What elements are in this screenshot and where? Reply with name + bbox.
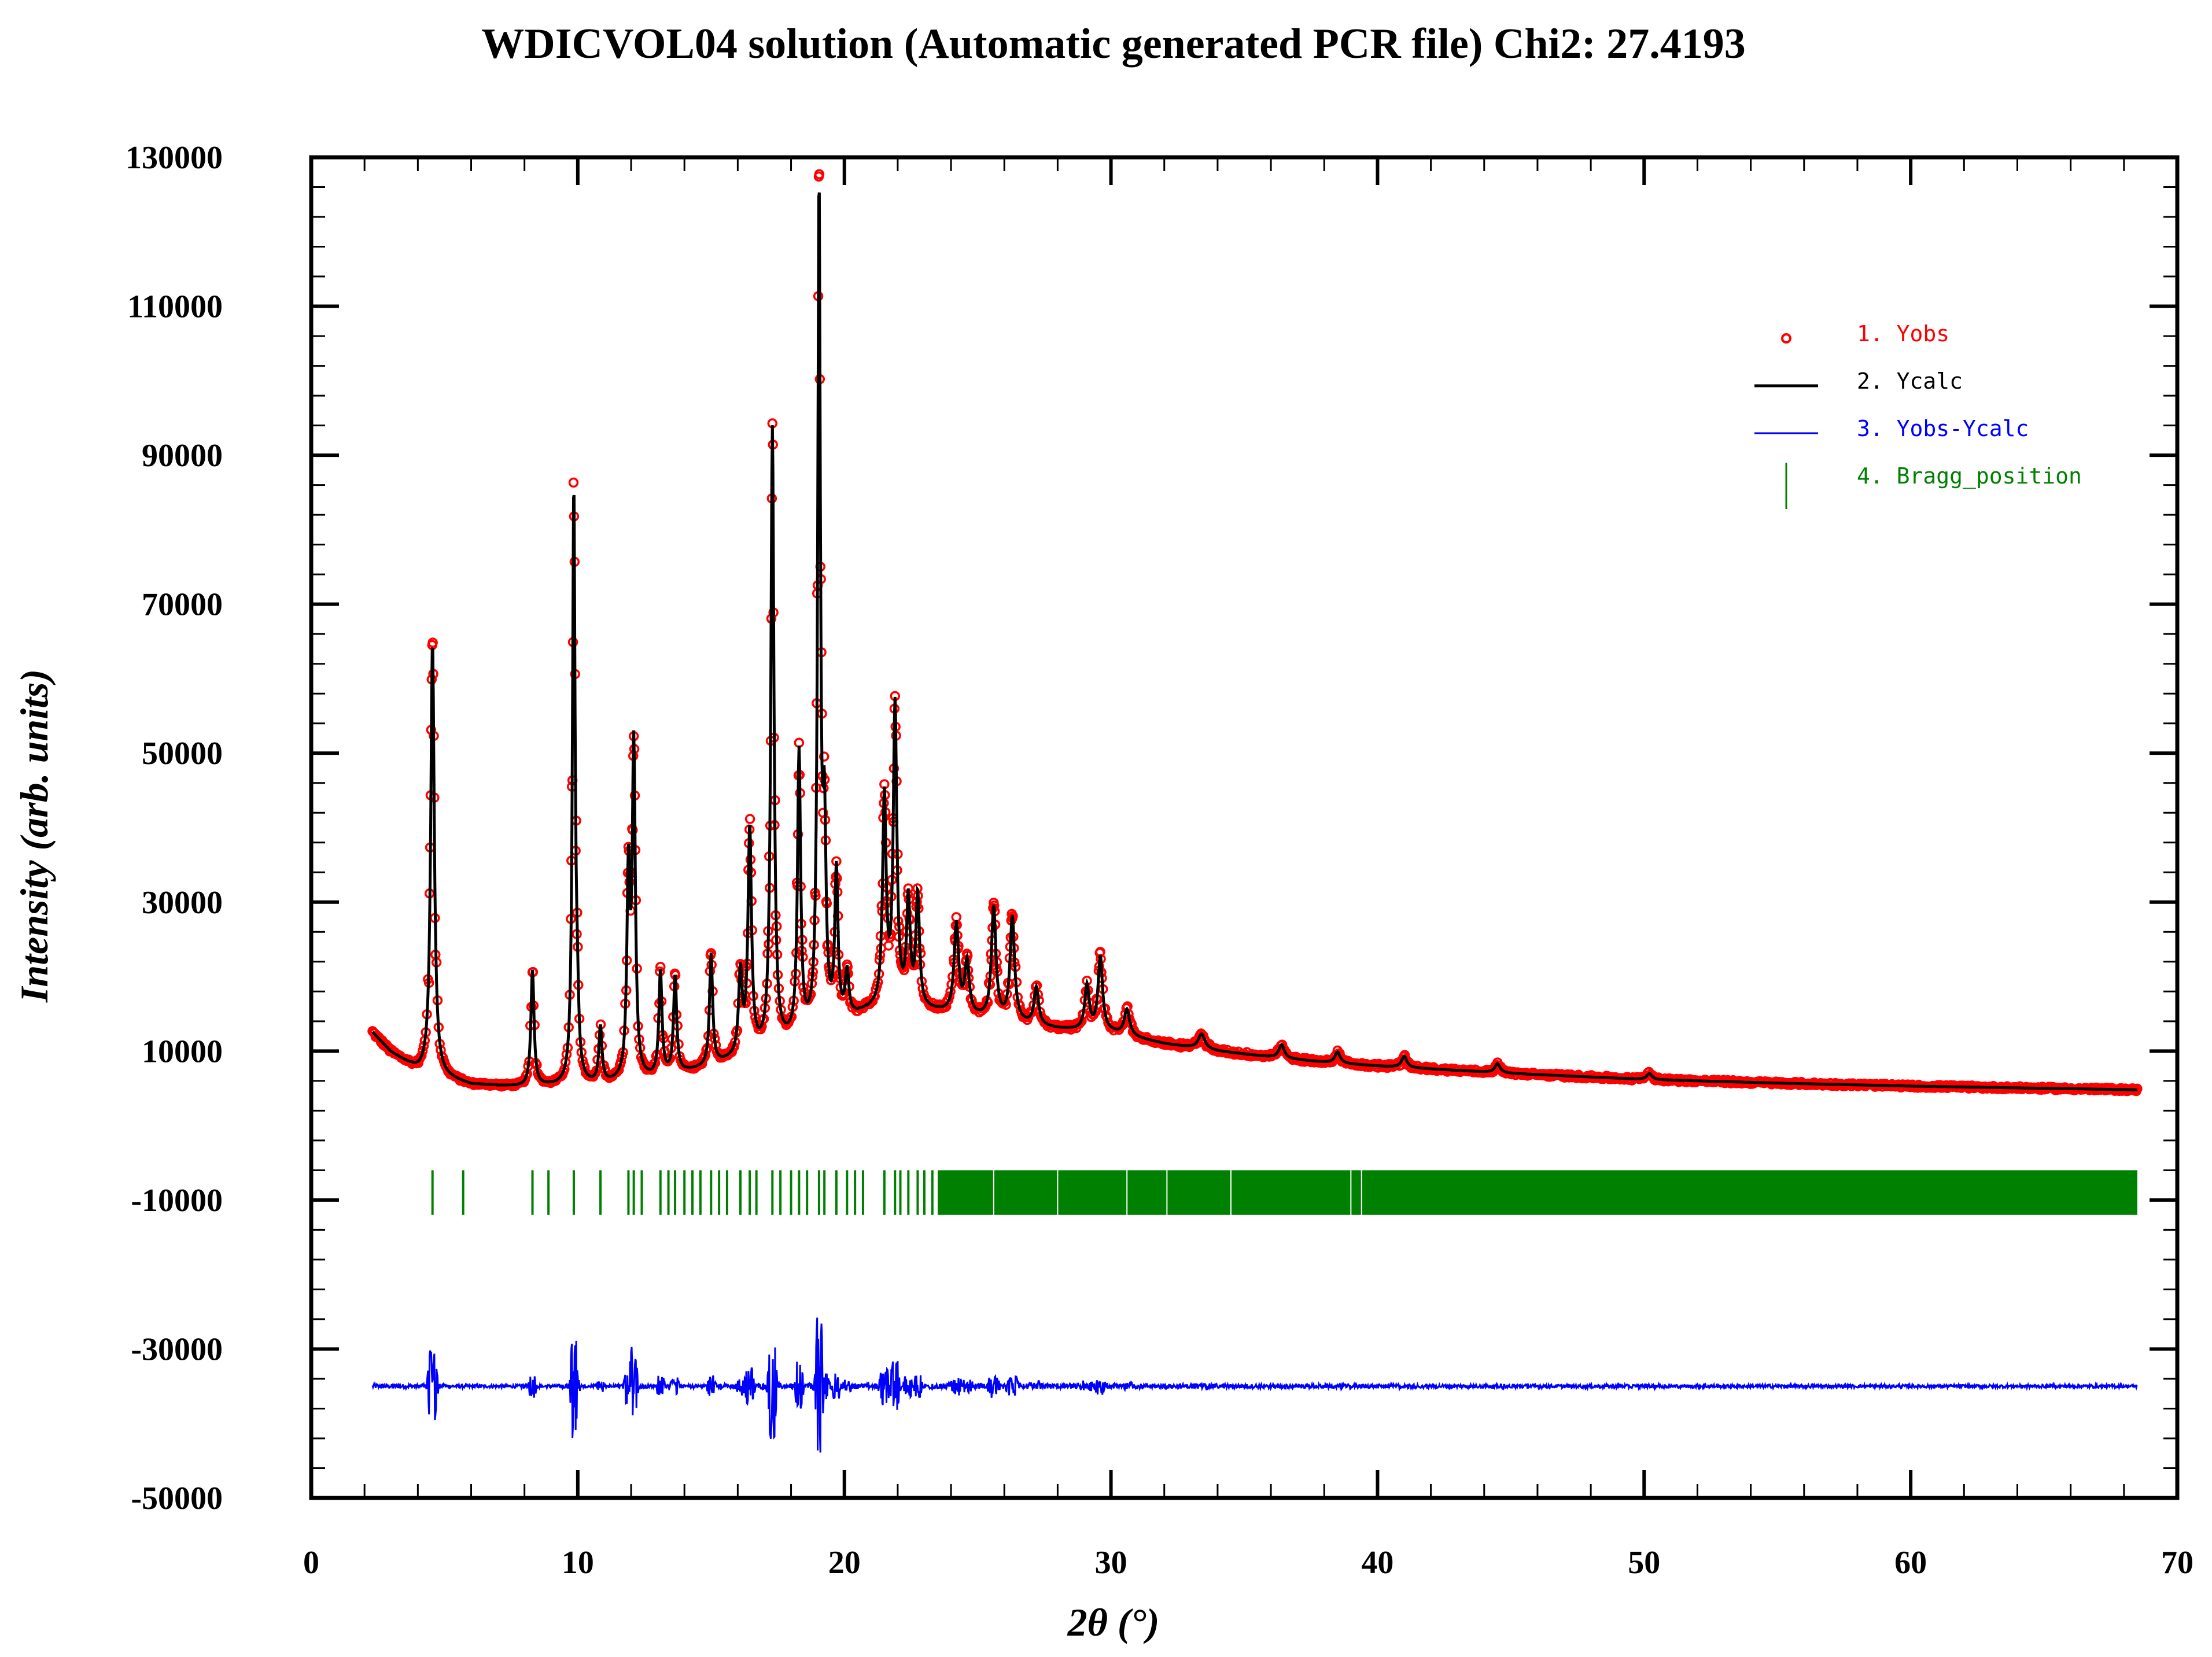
- y-tick-label: 90000: [142, 438, 223, 474]
- legend: 1. Yobs 2. Ycalc 3. Yobs-Ycalc 4. Bragg_…: [1754, 321, 2082, 509]
- bragg-dense-band: [938, 1170, 2137, 1215]
- y-tick-label: 50000: [142, 736, 223, 772]
- x-tick-label: 60: [1894, 1545, 1927, 1581]
- data-layer: [367, 169, 2143, 1453]
- yobs-point: [744, 814, 755, 824]
- x-tick-label: 70: [2161, 1545, 2193, 1581]
- legend-label-ycalc: 2. Ycalc: [1857, 368, 1963, 394]
- x-tick-label: 50: [1628, 1545, 1660, 1581]
- x-tick-label: 0: [303, 1545, 319, 1581]
- y-tick-label: 10000: [142, 1034, 223, 1069]
- yobs-point: [883, 940, 894, 951]
- yobs-series: [367, 169, 2143, 1097]
- difference-line: [371, 1318, 2138, 1453]
- yobs-point: [427, 637, 438, 648]
- yobs-point: [568, 477, 579, 488]
- y-tick-label: 110000: [127, 289, 223, 325]
- y-tick-label: 70000: [142, 587, 223, 623]
- y-tick-label: -30000: [131, 1331, 223, 1367]
- legend-marker-yobs: [1781, 333, 1791, 344]
- yobs-point: [814, 169, 825, 180]
- legend-label-diff: 3. Yobs-Ycalc: [1857, 416, 2029, 441]
- x-tick-label: 10: [562, 1545, 594, 1581]
- x-tick-label: 20: [828, 1545, 861, 1581]
- x-axis-label: 2θ (°): [1067, 1600, 1160, 1644]
- legend-label-bragg: 4. Bragg_position: [1857, 463, 2082, 489]
- axis-ticks: 130000 110000 90000 70000 50000 30000 10000 -10…: [126, 140, 2193, 1581]
- y-tick-label: 30000: [142, 885, 223, 921]
- x-tick-label: 30: [1095, 1545, 1127, 1581]
- y-tick-label: -50000: [131, 1481, 223, 1516]
- y-tick-label: 130000: [126, 140, 223, 176]
- yobs-point: [819, 751, 830, 762]
- bragg-positions: [431, 1170, 2137, 1215]
- ycalc-line: [371, 192, 2137, 1091]
- legend-label-yobs: 1. Yobs: [1857, 321, 1949, 346]
- y-axis-label: Intensity (arb. units): [12, 669, 56, 1003]
- plot-frame: [309, 155, 2180, 1500]
- y-tick-label: -10000: [131, 1183, 223, 1219]
- chart-title: WDICVOL04 solution (Automatic generated …: [481, 20, 1745, 68]
- x-tick-label: 40: [1361, 1545, 1393, 1581]
